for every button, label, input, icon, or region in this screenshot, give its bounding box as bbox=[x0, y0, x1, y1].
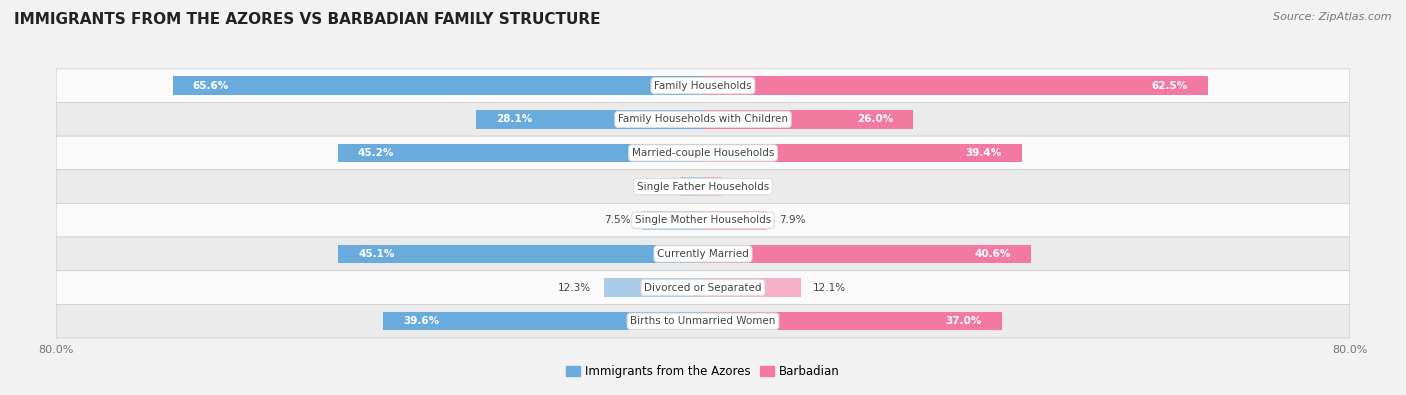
FancyBboxPatch shape bbox=[56, 69, 1350, 102]
Bar bbox=[173, 76, 703, 95]
FancyBboxPatch shape bbox=[56, 136, 1350, 170]
Bar bbox=[703, 278, 801, 297]
Text: 26.0%: 26.0% bbox=[856, 114, 893, 124]
Text: 2.8%: 2.8% bbox=[641, 182, 668, 192]
FancyBboxPatch shape bbox=[56, 170, 1350, 203]
Text: 12.3%: 12.3% bbox=[558, 282, 592, 293]
Text: Family Households: Family Households bbox=[654, 81, 752, 91]
Bar bbox=[337, 144, 703, 162]
Bar bbox=[703, 110, 914, 128]
Legend: Immigrants from the Azores, Barbadian: Immigrants from the Azores, Barbadian bbox=[561, 360, 845, 383]
Bar bbox=[703, 312, 1002, 331]
Text: 39.6%: 39.6% bbox=[404, 316, 439, 326]
Bar bbox=[703, 245, 1031, 263]
FancyBboxPatch shape bbox=[56, 102, 1350, 136]
Bar bbox=[643, 211, 703, 229]
Text: 28.1%: 28.1% bbox=[496, 114, 533, 124]
Bar bbox=[339, 245, 703, 263]
Text: 40.6%: 40.6% bbox=[974, 249, 1011, 259]
Text: Single Father Households: Single Father Households bbox=[637, 182, 769, 192]
Bar bbox=[681, 177, 703, 196]
Bar bbox=[603, 278, 703, 297]
Bar bbox=[703, 144, 1022, 162]
Text: 65.6%: 65.6% bbox=[193, 81, 229, 91]
FancyBboxPatch shape bbox=[56, 237, 1350, 271]
Text: Single Mother Households: Single Mother Households bbox=[636, 215, 770, 225]
FancyBboxPatch shape bbox=[56, 271, 1350, 305]
Text: 37.0%: 37.0% bbox=[946, 316, 981, 326]
Bar bbox=[703, 177, 721, 196]
Bar bbox=[703, 211, 766, 229]
Text: 62.5%: 62.5% bbox=[1152, 81, 1188, 91]
Bar bbox=[382, 312, 703, 331]
Bar bbox=[703, 76, 1208, 95]
Text: Married-couple Households: Married-couple Households bbox=[631, 148, 775, 158]
Text: IMMIGRANTS FROM THE AZORES VS BARBADIAN FAMILY STRUCTURE: IMMIGRANTS FROM THE AZORES VS BARBADIAN … bbox=[14, 12, 600, 27]
Bar bbox=[475, 110, 703, 128]
FancyBboxPatch shape bbox=[56, 305, 1350, 338]
Text: Source: ZipAtlas.com: Source: ZipAtlas.com bbox=[1274, 12, 1392, 22]
Text: 7.5%: 7.5% bbox=[603, 215, 630, 225]
Text: Family Households with Children: Family Households with Children bbox=[619, 114, 787, 124]
Text: 12.1%: 12.1% bbox=[813, 282, 846, 293]
FancyBboxPatch shape bbox=[56, 203, 1350, 237]
Text: 45.2%: 45.2% bbox=[357, 148, 394, 158]
Text: 45.1%: 45.1% bbox=[359, 249, 395, 259]
Text: 2.2%: 2.2% bbox=[733, 182, 759, 192]
Text: Divorced or Separated: Divorced or Separated bbox=[644, 282, 762, 293]
Text: Currently Married: Currently Married bbox=[657, 249, 749, 259]
Text: 39.4%: 39.4% bbox=[965, 148, 1001, 158]
Text: Births to Unmarried Women: Births to Unmarried Women bbox=[630, 316, 776, 326]
Text: 7.9%: 7.9% bbox=[779, 215, 806, 225]
